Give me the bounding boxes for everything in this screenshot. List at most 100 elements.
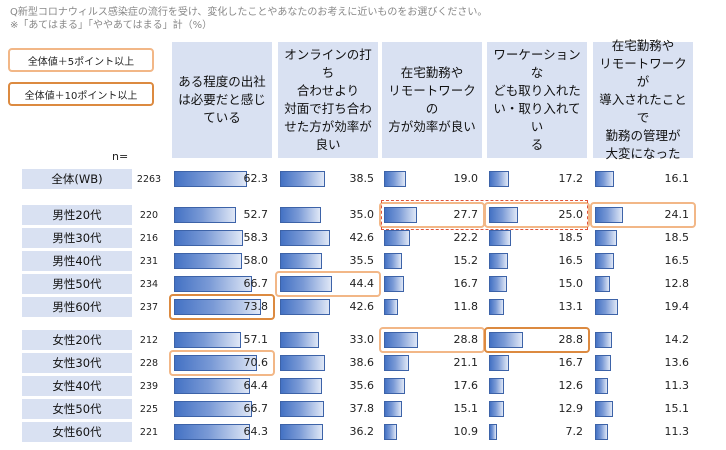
bar-cell: 62.3: [172, 169, 272, 189]
bar: [280, 171, 325, 187]
bar: [174, 276, 252, 292]
column-header-5: 在宅勤務や リモートワークが 導入されたことで 勤務の管理が 大変になった: [593, 38, 693, 161]
bar: [174, 332, 241, 348]
value-label: 73.8: [243, 300, 269, 313]
legend-plus5: 全体値＋5ポイント以上: [8, 48, 154, 72]
bar: [384, 401, 402, 417]
bar-cell: 28.8: [382, 330, 482, 350]
bar: [280, 424, 323, 440]
bar-cell: 52.7: [172, 205, 272, 225]
row-label: 女性60代: [22, 422, 132, 442]
value-label: 66.7: [243, 277, 269, 290]
value-label: 35.0: [349, 208, 375, 221]
bar-cell: 10.9: [382, 422, 482, 442]
bar-cell: 44.4: [278, 274, 378, 294]
bar-cell: 70.6: [172, 353, 272, 373]
bar-cell: 16.1: [593, 169, 693, 189]
bar: [489, 332, 523, 348]
value-label: 11.3: [664, 379, 690, 392]
column-header-line: る: [530, 137, 544, 152]
bar-cell: 38.5: [278, 169, 378, 189]
value-label: 12.9: [558, 402, 584, 415]
bar: [489, 253, 508, 269]
bar-cell: 38.6: [278, 353, 378, 373]
value-label: 64.3: [243, 425, 269, 438]
bar: [174, 253, 242, 269]
value-label: 44.4: [349, 277, 375, 290]
value-label: 11.8: [453, 300, 479, 313]
row-n-count: 239: [139, 380, 159, 392]
bar-cell: 16.7: [382, 274, 482, 294]
column-header-line: 導入されたことで: [599, 92, 687, 125]
value-label: 16.1: [664, 172, 690, 185]
bar: [489, 230, 511, 246]
value-label: 10.9: [453, 425, 479, 438]
bar-cell: 35.5: [278, 251, 378, 271]
value-label: 28.8: [453, 333, 479, 346]
value-label: 57.1: [243, 333, 269, 346]
bar: [384, 253, 402, 269]
bar: [595, 253, 614, 269]
bar-cell: 35.0: [278, 205, 378, 225]
bar: [595, 355, 611, 371]
value-label: 16.5: [558, 254, 584, 267]
bar: [280, 299, 330, 315]
column-header-2: オンラインの打ち 合わせより 対面で打ち合わ せた方が効率が 良い: [278, 42, 378, 158]
bar-cell: 27.7: [382, 205, 482, 225]
column-header-3: 在宅勤務や リモートワークの 方が効率が良い: [382, 42, 482, 158]
bar: [174, 299, 261, 315]
column-header-4: ワーケーションな ども取り入れた い・取り入れている: [487, 42, 587, 158]
bar-cell: 37.8: [278, 399, 378, 419]
bar: [174, 401, 252, 417]
value-label: 15.1: [453, 402, 479, 415]
bar-cell: 21.1: [382, 353, 482, 373]
bar: [174, 230, 243, 246]
bar-cell: 14.2: [593, 330, 693, 350]
row-n-count: 225: [139, 403, 159, 415]
value-label: 13.1: [558, 300, 584, 313]
column-header-line: 対面で打ち合わ: [284, 101, 372, 116]
value-label: 12.6: [558, 379, 584, 392]
value-label: 58.0: [243, 254, 269, 267]
bar-cell: 7.2: [487, 422, 587, 442]
row-n-count: 228: [139, 357, 159, 369]
bar-cell: 42.6: [278, 297, 378, 317]
bar: [384, 332, 418, 348]
row-label: 全体(WB): [22, 169, 132, 189]
column-header-line: 大変になった: [605, 146, 681, 161]
row-label: 男性20代: [22, 205, 132, 225]
value-label: 14.2: [664, 333, 690, 346]
value-label: 22.2: [453, 231, 479, 244]
column-header-1: ある程度の出社 は必要だと感じ ている: [172, 42, 272, 158]
row-label: 男性50代: [22, 274, 132, 294]
value-label: 62.3: [243, 172, 269, 185]
bar-cell: 42.6: [278, 228, 378, 248]
bar: [595, 207, 623, 223]
column-header-line: 在宅勤務や: [400, 65, 464, 80]
bar-cell: 16.5: [487, 251, 587, 271]
bar: [384, 378, 405, 394]
bar-cell: 35.6: [278, 376, 378, 396]
value-label: 58.3: [243, 231, 269, 244]
value-label: 64.4: [243, 379, 269, 392]
value-label: 66.7: [243, 402, 269, 415]
bar: [595, 171, 614, 187]
bar-cell: 16.7: [487, 353, 587, 373]
bar-cell: 64.3: [172, 422, 272, 442]
row-n-count: 212: [139, 334, 159, 346]
bar: [489, 355, 509, 371]
row-label: 男性60代: [22, 297, 132, 317]
column-header-line: は必要だと感じ: [178, 92, 266, 107]
bar-cell: 11.8: [382, 297, 482, 317]
bar-cell: 33.0: [278, 330, 378, 350]
bar-cell: 57.1: [172, 330, 272, 350]
bar: [174, 171, 247, 187]
bar: [489, 424, 497, 440]
bar-cell: 15.1: [593, 399, 693, 419]
row-n-count: 216: [139, 232, 159, 244]
column-header-line: オンラインの打ち: [284, 47, 372, 80]
bar: [280, 230, 330, 246]
bar-cell: 18.5: [487, 228, 587, 248]
value-label: 15.0: [558, 277, 584, 290]
